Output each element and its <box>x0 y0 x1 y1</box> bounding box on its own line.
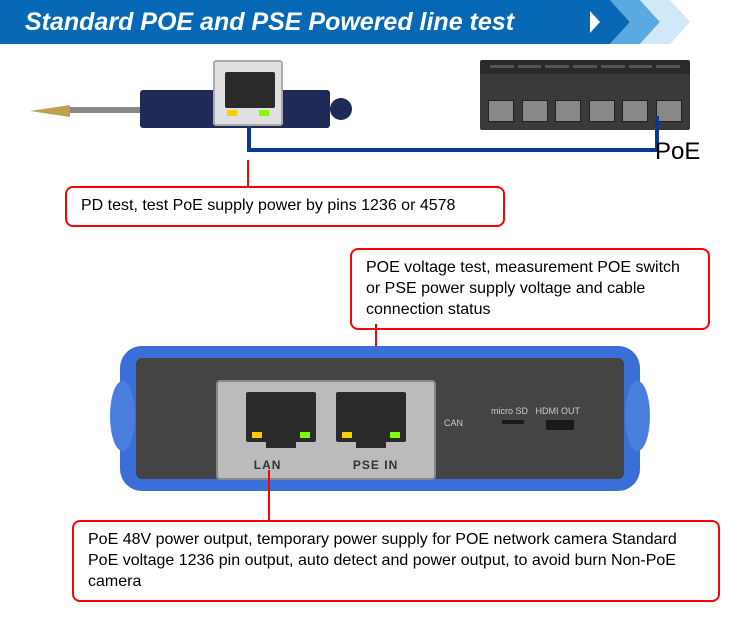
callout-text: PD test, test PoE supply power by pins 1… <box>81 197 455 214</box>
port-labels: LAN PSE IN <box>218 458 434 472</box>
bumper-icon <box>110 381 135 451</box>
header-chevron <box>580 0 750 44</box>
led-icon <box>227 110 237 116</box>
callout-text: POE voltage test, measurement POE switch… <box>366 259 680 318</box>
header: Standard POE and PSE Powered line test <box>0 0 750 44</box>
ethernet-port-icon <box>555 100 581 122</box>
header-title: Standard POE and PSE Powered line test <box>25 8 514 37</box>
pse-in-port <box>336 392 406 442</box>
led-icon <box>259 110 269 116</box>
ethernet-port-icon <box>488 100 514 122</box>
led-icon <box>390 432 400 438</box>
led-icon <box>300 432 310 438</box>
callout-pd-test: PD test, test PoE supply power by pins 1… <box>65 186 505 227</box>
callout-48v-output: PoE 48V power output, temporary power su… <box>72 520 720 602</box>
ethernet-port-icon <box>622 100 648 122</box>
hdmi-label: HDMI OUT <box>536 406 581 416</box>
switch-ports <box>488 100 682 122</box>
led-icon <box>252 432 262 438</box>
sd-label: micro SD <box>491 406 528 416</box>
can-label: CAN <box>444 418 463 428</box>
callout-voltage-test: POE voltage test, measurement POE switch… <box>350 248 710 330</box>
tester-ports <box>228 392 424 442</box>
cable <box>247 148 657 152</box>
switch-vents <box>490 62 680 72</box>
leader-line <box>247 160 249 186</box>
probe-shaft <box>70 107 140 113</box>
led-icon <box>342 432 352 438</box>
leader-line <box>268 470 270 520</box>
probe-tip <box>30 105 70 117</box>
callout-text: PoE 48V power output, temporary power su… <box>88 531 677 590</box>
header-bar: Standard POE and PSE Powered line test <box>0 0 590 44</box>
sd-slot-icon <box>502 420 524 424</box>
poe-label: PoE <box>655 138 700 166</box>
tester-body: LAN PSE IN CAN micro SD HDMI OUT <box>136 358 624 479</box>
tester-port-panel: LAN PSE IN <box>216 380 436 480</box>
ethernet-port-icon <box>522 100 548 122</box>
pse-label: PSE IN <box>353 458 398 472</box>
bumper-icon <box>625 381 650 451</box>
hdmi-slot-icon <box>546 420 574 430</box>
cable <box>247 126 251 150</box>
tester-device: LAN PSE IN CAN micro SD HDMI OUT <box>120 346 640 491</box>
probe-rj45-port <box>213 60 283 126</box>
ethernet-port-icon <box>656 100 682 122</box>
lan-port <box>246 392 316 442</box>
ethernet-port-icon <box>589 100 615 122</box>
